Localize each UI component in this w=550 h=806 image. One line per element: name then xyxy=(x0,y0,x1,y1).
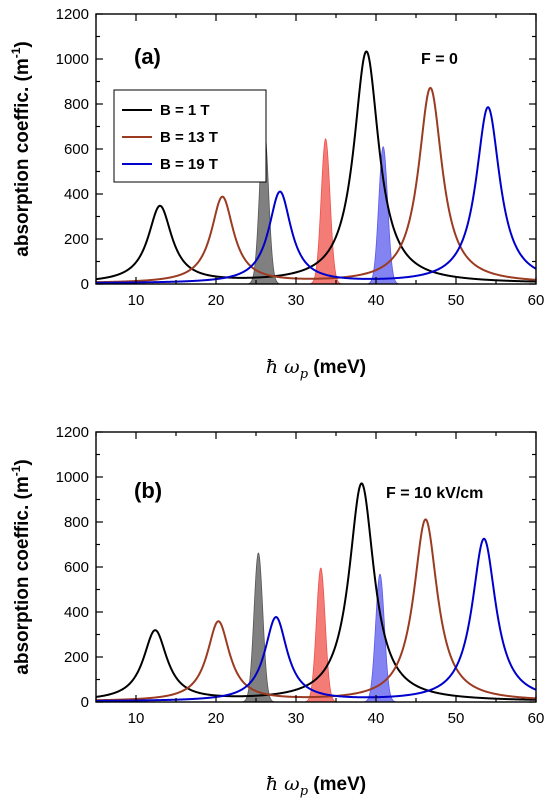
y-tick-label: 1000 xyxy=(56,469,89,486)
y-axis-label-end: ) xyxy=(12,41,33,47)
legend-entry: B = 1 T xyxy=(160,102,210,119)
x-axis: 10 20 30 40 50 60 xyxy=(95,14,545,309)
x-tick-label: 40 xyxy=(368,710,385,727)
x-axis-label: ħ ωp (meV) xyxy=(266,773,366,799)
x-tick-label: 20 xyxy=(208,292,225,309)
x-tick-label: 60 xyxy=(528,710,545,727)
y-tick-label: 1200 xyxy=(56,424,89,441)
y-axis: 0 200 400 600 800 1000 1200 xyxy=(56,424,536,711)
x-tick-label: 50 xyxy=(448,710,465,727)
y-tick-label: 600 xyxy=(64,141,89,158)
x-axis-label: ħ ωp (meV) xyxy=(266,356,366,382)
y-axis: 0 200 400 600 800 1000 1200 xyxy=(56,6,536,293)
series-line-3 xyxy=(96,537,536,702)
y-tick-label: 0 xyxy=(81,276,89,293)
panel-label: (b) xyxy=(134,478,162,503)
field-annotation: F = 0 xyxy=(421,51,458,68)
series-line-1 xyxy=(96,482,536,701)
y-tick-label: 400 xyxy=(64,604,89,621)
filled-peak-2 xyxy=(305,138,346,284)
legend-entry: B = 19 T xyxy=(160,156,218,173)
x-tick-label: 10 xyxy=(128,710,145,727)
series-line-2 xyxy=(96,86,536,284)
y-axis-label-superscript: -1 xyxy=(9,465,23,476)
panel-label: (a) xyxy=(134,44,161,69)
x-tick-label: 20 xyxy=(208,710,225,727)
x-axis: 10 20 30 40 50 60 xyxy=(95,432,545,727)
y-tick-label: 1000 xyxy=(56,51,89,68)
series-line-1 xyxy=(96,50,536,283)
y-tick-label: 200 xyxy=(64,649,89,666)
x-tick-label: 10 xyxy=(128,292,145,309)
y-axis-label-superscript: -1 xyxy=(9,47,23,58)
field-annotation: F = 10 kV/cm xyxy=(386,485,483,502)
y-tick-label: 0 xyxy=(81,694,89,711)
filled-peak-2 xyxy=(300,567,341,702)
x-tick-label: 40 xyxy=(368,292,385,309)
y-axis-label: absorption coeffic. (m-1) xyxy=(9,41,33,256)
y-axis-label-end: ) xyxy=(12,459,33,465)
y-tick-label: 1200 xyxy=(56,6,89,23)
chart-panel-2: 10 20 30 40 50 60020040060080010001200absorpt… xyxy=(9,424,544,799)
x-tick-label: 30 xyxy=(288,292,305,309)
x-tick-label: 60 xyxy=(528,292,545,309)
x-axis-label-symbol: ħ ω xyxy=(266,356,300,378)
x-axis-label-subscript: p xyxy=(300,784,309,799)
filled-peak-3 xyxy=(363,146,404,284)
series-line-3 xyxy=(96,106,536,284)
y-axis-label-text: absorption coeffic. (m xyxy=(12,476,33,674)
x-axis-label-symbol: ħ ω xyxy=(266,773,300,795)
y-tick-label: 200 xyxy=(64,231,89,248)
y-tick-label: 400 xyxy=(64,186,89,203)
plot-area xyxy=(96,482,536,702)
filled-peak-3 xyxy=(359,573,401,702)
x-axis-label-unit: (meV) xyxy=(308,774,366,795)
y-tick-label: 800 xyxy=(64,514,89,531)
x-axis-label-subscript: p xyxy=(300,367,309,382)
y-tick-label: 800 xyxy=(64,96,89,113)
legend: B = 1 T B = 13 T B = 19 T xyxy=(113,89,267,183)
filled-peak-1 xyxy=(238,552,279,702)
plot-area xyxy=(96,50,536,284)
x-tick-label: 30 xyxy=(288,710,305,727)
y-tick-label: 600 xyxy=(64,559,89,576)
y-axis-label-text: absorption coeffic. (m xyxy=(12,58,33,256)
y-axis-label: absorption coeffic. (m-1) xyxy=(9,459,33,674)
series-line-2 xyxy=(96,518,536,702)
legend-entry: B = 13 T xyxy=(160,129,218,146)
x-axis-label-unit: (meV) xyxy=(308,357,366,378)
chart-panel-1: 10 20 30 40 50 60020040060080010001200absorpt… xyxy=(9,6,544,382)
x-tick-label: 50 xyxy=(448,292,465,309)
